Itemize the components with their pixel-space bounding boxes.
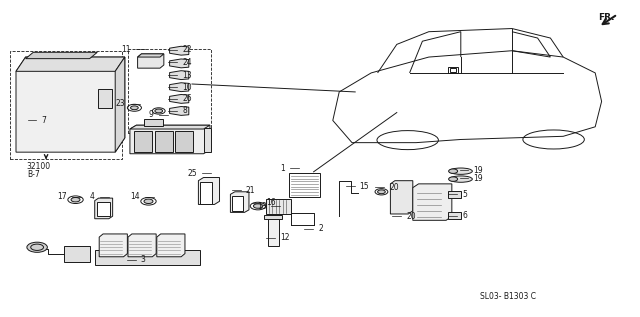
Text: 20: 20 — [406, 212, 416, 221]
Polygon shape — [95, 198, 113, 219]
Text: 2: 2 — [318, 224, 323, 233]
Polygon shape — [138, 54, 164, 57]
Text: 6: 6 — [462, 211, 467, 220]
Bar — [95, 250, 200, 265]
Text: 18: 18 — [257, 202, 266, 210]
Text: 12: 12 — [280, 233, 290, 242]
Bar — [204, 128, 211, 152]
Bar — [64, 246, 90, 262]
Polygon shape — [130, 125, 210, 154]
Bar — [448, 191, 461, 198]
Bar — [264, 215, 282, 219]
Polygon shape — [170, 46, 189, 55]
Text: 11: 11 — [122, 45, 131, 54]
Text: 7: 7 — [42, 116, 47, 125]
Text: 24: 24 — [182, 58, 192, 67]
Text: 10: 10 — [182, 83, 192, 92]
Circle shape — [144, 199, 153, 204]
Text: FR.: FR. — [598, 13, 614, 22]
Text: 15: 15 — [360, 182, 369, 191]
Text: 20: 20 — [389, 183, 399, 191]
Polygon shape — [170, 94, 189, 103]
Polygon shape — [230, 192, 249, 212]
Text: 1: 1 — [280, 164, 285, 172]
Polygon shape — [99, 234, 127, 257]
Bar — [10, 51, 122, 158]
Polygon shape — [128, 234, 156, 257]
Bar — [268, 219, 279, 246]
Text: 8: 8 — [182, 107, 187, 115]
Polygon shape — [115, 57, 125, 152]
Polygon shape — [170, 59, 189, 68]
Circle shape — [449, 177, 458, 181]
Bar — [155, 131, 173, 152]
Circle shape — [378, 190, 385, 194]
Polygon shape — [413, 184, 452, 220]
Circle shape — [155, 109, 163, 113]
Polygon shape — [16, 57, 125, 152]
Circle shape — [449, 169, 458, 173]
Bar — [98, 89, 112, 108]
Polygon shape — [157, 234, 185, 257]
Polygon shape — [170, 83, 189, 92]
Bar — [232, 196, 243, 211]
Text: 13: 13 — [182, 71, 192, 80]
Text: 23: 23 — [116, 100, 125, 108]
Bar — [289, 173, 320, 197]
Polygon shape — [130, 125, 210, 129]
Polygon shape — [390, 181, 413, 214]
Bar — [175, 131, 193, 152]
Text: 26: 26 — [182, 94, 192, 103]
Text: 19: 19 — [474, 166, 483, 175]
Bar — [448, 67, 458, 73]
Bar — [134, 131, 152, 152]
Text: 22: 22 — [182, 45, 192, 54]
Circle shape — [27, 242, 47, 252]
Text: 32100: 32100 — [27, 162, 51, 171]
Polygon shape — [198, 178, 220, 204]
Ellipse shape — [449, 168, 472, 174]
Text: 19: 19 — [474, 174, 483, 183]
Bar — [450, 68, 456, 72]
Polygon shape — [26, 52, 97, 59]
Circle shape — [253, 204, 262, 208]
Text: 3: 3 — [141, 256, 146, 264]
Text: 4: 4 — [90, 192, 95, 201]
Bar — [200, 182, 212, 204]
Bar — [448, 212, 461, 219]
Text: 14: 14 — [130, 192, 140, 201]
Circle shape — [71, 197, 80, 202]
Bar — [97, 202, 110, 216]
Text: 9: 9 — [148, 110, 154, 119]
Polygon shape — [16, 57, 125, 71]
Bar — [266, 199, 291, 214]
Polygon shape — [170, 71, 189, 80]
Bar — [128, 49, 211, 133]
Polygon shape — [170, 107, 189, 115]
Text: 16: 16 — [266, 198, 276, 207]
Bar — [144, 119, 163, 126]
Circle shape — [131, 106, 138, 110]
Polygon shape — [138, 54, 164, 68]
Text: 17: 17 — [57, 192, 67, 201]
Text: 21: 21 — [246, 186, 255, 195]
Text: SL03- B1303 C: SL03- B1303 C — [480, 292, 536, 301]
Ellipse shape — [449, 176, 472, 182]
Text: 25: 25 — [188, 169, 197, 178]
Text: B-7: B-7 — [27, 170, 40, 179]
Text: 5: 5 — [462, 190, 467, 199]
